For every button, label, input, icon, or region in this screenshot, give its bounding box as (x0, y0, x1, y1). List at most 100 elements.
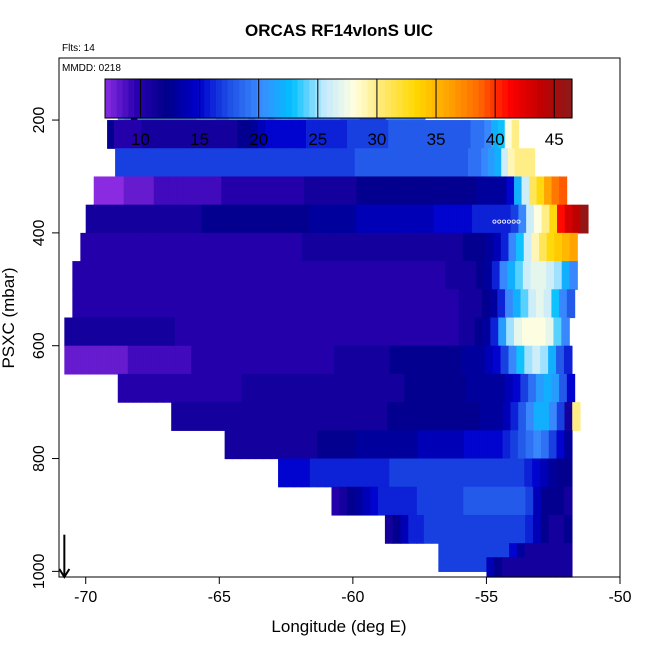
colorbar-swatch (239, 79, 246, 118)
heatmap-cell (566, 289, 576, 319)
colorbar-swatch (472, 79, 480, 118)
heatmap-row (224, 430, 573, 460)
heatmap-cell (462, 514, 472, 544)
heatmap-cell (548, 486, 558, 516)
colorbar-swatch (350, 79, 357, 118)
heatmap-cell (416, 514, 425, 544)
heatmap-cell (150, 261, 159, 290)
heatmap-cell (406, 261, 415, 290)
heatmap-cell (526, 204, 535, 234)
heatmap-cell (381, 148, 389, 178)
heatmap-cell (479, 402, 488, 431)
heatmap-cell (196, 120, 204, 149)
heatmap-cell (88, 317, 97, 347)
colorbar-swatch (268, 79, 275, 118)
heatmap-cell (461, 148, 469, 178)
heatmap-cell (354, 486, 364, 516)
heatmap-cell (524, 458, 533, 488)
heatmap-cell (302, 204, 311, 234)
heatmap-cell (249, 373, 258, 403)
heatmap-cell (202, 402, 211, 431)
heatmap-cell (321, 148, 329, 178)
heatmap-cell (236, 176, 245, 206)
heatmap-cell (156, 232, 166, 262)
heatmap-cell (477, 543, 487, 572)
heatmap-cell (280, 373, 289, 403)
heatmap-cell (484, 176, 493, 206)
heatmap-cell (393, 176, 403, 206)
heatmap-cell (187, 373, 196, 403)
heatmap-cell (280, 289, 290, 319)
heatmap-cell (538, 261, 547, 290)
heatmap-cell (387, 402, 396, 431)
heatmap-cell (486, 557, 495, 578)
heatmap-cell (445, 261, 454, 290)
heatmap-cell (462, 232, 471, 262)
heatmap-cell (388, 148, 396, 178)
heatmap-cell (304, 289, 313, 319)
heatmap-cell (494, 486, 503, 516)
heatmap-cell (521, 176, 530, 206)
heatmap-cell (514, 317, 523, 347)
heatmap-cell (556, 514, 565, 544)
colorbar-swatch (186, 79, 194, 118)
colorbar-swatch (385, 79, 392, 118)
heatmap-cell (561, 261, 571, 290)
heatmap-cell (420, 289, 429, 319)
heatmap-cell (410, 204, 419, 234)
heatmap-cell (525, 430, 534, 460)
heatmap-cell (495, 402, 504, 431)
heatmap-cell (108, 176, 117, 206)
heatmap-cell (556, 557, 565, 578)
heatmap-cell (269, 317, 278, 347)
heatmap-cell (521, 317, 531, 347)
heatmap-cell (87, 289, 97, 319)
heatmap-cell (355, 232, 364, 262)
heatmap-cell (224, 204, 234, 234)
heatmap-cell (512, 289, 522, 319)
heatmap-cell (186, 204, 195, 234)
heatmap-cell (319, 120, 328, 149)
colorbar-swatch (542, 79, 550, 118)
heatmap-cell (170, 204, 180, 234)
heatmap-cell (498, 317, 507, 347)
heatmap-cell (378, 430, 388, 460)
heatmap-cell (546, 261, 555, 290)
heatmap-cell (444, 458, 454, 488)
heatmap-cell (266, 176, 275, 206)
heatmap-cell (241, 148, 249, 178)
heatmap-cell (528, 373, 537, 403)
heatmap-cell (564, 402, 573, 431)
heatmap-cell (286, 204, 295, 234)
colorbar-swatch (233, 79, 240, 118)
heatmap-cell (493, 232, 502, 262)
heatmap-cell (201, 148, 209, 178)
heatmap-cell (417, 402, 427, 431)
heatmap-cell (166, 317, 176, 347)
heatmap-cell (286, 232, 296, 262)
heatmap-cell (563, 458, 573, 488)
heatmap-cell (237, 317, 247, 347)
heatmap-cell (179, 232, 188, 262)
heatmap-cell (429, 345, 438, 375)
heatmap-cell (356, 176, 365, 206)
x-tick-label: -70 (74, 589, 97, 606)
heatmap-cell (340, 120, 348, 149)
heatmap-cell (293, 458, 303, 488)
heatmap-cell (286, 430, 295, 460)
heatmap-cell (502, 486, 511, 516)
heatmap-cell (494, 430, 504, 460)
heatmap-cell (355, 430, 365, 460)
heatmap-cell (474, 317, 484, 347)
heatmap-cell (237, 120, 245, 149)
heatmap-cell (119, 345, 129, 375)
heatmap-cell (313, 261, 322, 290)
heatmap-cell (139, 204, 149, 234)
heatmap-cell (497, 120, 506, 149)
heatmap-cell (141, 373, 150, 403)
heatmap-cell (466, 317, 476, 347)
heatmap-cell (294, 345, 303, 375)
heatmap-cell (540, 458, 549, 488)
heatmap-cell (211, 289, 220, 319)
heatmap-cell (310, 402, 319, 431)
